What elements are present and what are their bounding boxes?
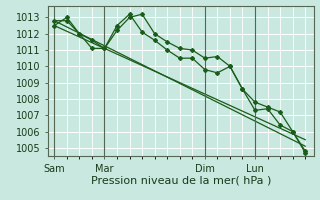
X-axis label: Pression niveau de la mer( hPa ): Pression niveau de la mer( hPa ) <box>91 175 271 185</box>
